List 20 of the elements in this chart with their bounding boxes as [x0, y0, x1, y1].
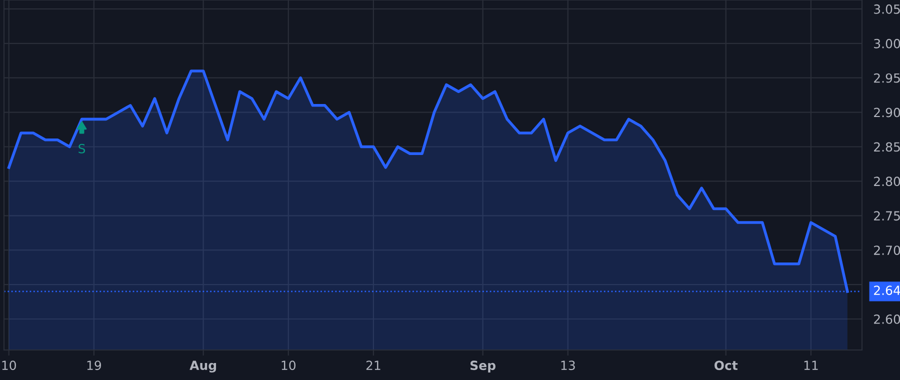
- x-tick-label: 10: [2, 360, 16, 370]
- x-tick-label: Oct: [714, 360, 738, 370]
- annotation: S: [78, 144, 86, 154]
- y-tick-label: 2.70: [874, 246, 900, 256]
- x-tick-label: 21: [366, 360, 380, 370]
- y-tick-label: 3.05: [874, 4, 900, 14]
- y-tick-label: 2.80: [874, 176, 900, 186]
- ref-line-label: 2.64: [874, 286, 900, 296]
- y-tick-label: 2.95: [874, 73, 900, 83]
- x-tick-label: Aug: [190, 360, 216, 373]
- x-tick-label: 11: [804, 360, 818, 370]
- y-tick-label: 3.00: [874, 38, 900, 48]
- x-tick-label: 13: [561, 360, 575, 370]
- x-tick-label: 10: [282, 360, 296, 370]
- y-tick-label: 2.75: [874, 211, 900, 221]
- y-tick-label: 2.60: [874, 314, 900, 324]
- x-tick-label: Sep: [470, 360, 496, 373]
- x-tick-label: 19: [87, 360, 102, 370]
- y-tick-label: 2.85: [874, 142, 900, 152]
- y-tick-label: 2.90: [874, 108, 900, 118]
